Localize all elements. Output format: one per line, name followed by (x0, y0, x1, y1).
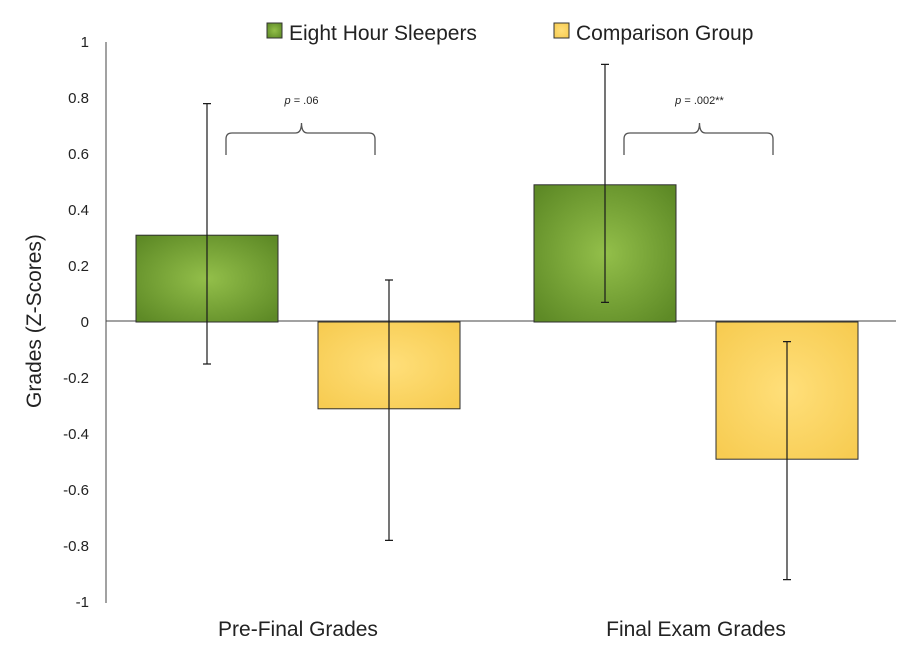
y-tick-label: 0.8 (68, 90, 89, 107)
p-value-text: = .06 (291, 95, 319, 107)
y-tick-label: 1 (81, 34, 89, 51)
legend: Eight Hour Sleepers Comparison Group (266, 22, 753, 45)
significance-brace-final-exam (623, 122, 774, 155)
y-tick-label: 0 (81, 314, 89, 331)
y-tick-label: 0.4 (68, 202, 89, 219)
p-symbol: p (674, 95, 681, 107)
p-value-text: = .002** (681, 95, 724, 107)
p-symbol: p (284, 95, 291, 107)
y-tick-label: -1 (76, 594, 89, 611)
y-tick-label: 0.2 (68, 258, 89, 275)
p-value-annotation-final-exam: p = .002** (674, 95, 724, 107)
y-tick-label: -0.4 (63, 426, 89, 443)
error-bar-comparison-group-final-exam (783, 341, 791, 581)
error-bar-comparison-group-pre-final (385, 279, 393, 541)
p-value-annotation-pre-final: p = .06 (284, 95, 319, 107)
y-tick-labels: 1 0.8 0.6 0.4 0.2 0 -0.2 -0.4 -0.6 -0.8 … (63, 34, 89, 611)
significance-brace-pre-final (225, 122, 376, 155)
y-tick-label: 0.6 (68, 146, 89, 163)
error-bar-eight-hour-sleepers-final-exam (601, 63, 609, 303)
category-label-final-exam: Final Exam Grades (606, 618, 786, 641)
y-tick-label: -0.2 (63, 370, 89, 387)
legend-label-eight-hour-sleepers: Eight Hour Sleepers (289, 22, 477, 45)
y-axis-title: Grades (Z-Scores) (23, 234, 46, 408)
legend-swatch-comparison-group (553, 22, 570, 39)
legend-swatch-eight-hour-sleepers (266, 22, 283, 39)
y-tick-label: -0.6 (63, 482, 89, 499)
category-label-pre-final: Pre-Final Grades (218, 618, 378, 641)
error-bar-eight-hour-sleepers-pre-final (203, 103, 211, 365)
y-tick-label: -0.8 (63, 538, 89, 555)
legend-label-comparison-group: Comparison Group (576, 22, 753, 45)
